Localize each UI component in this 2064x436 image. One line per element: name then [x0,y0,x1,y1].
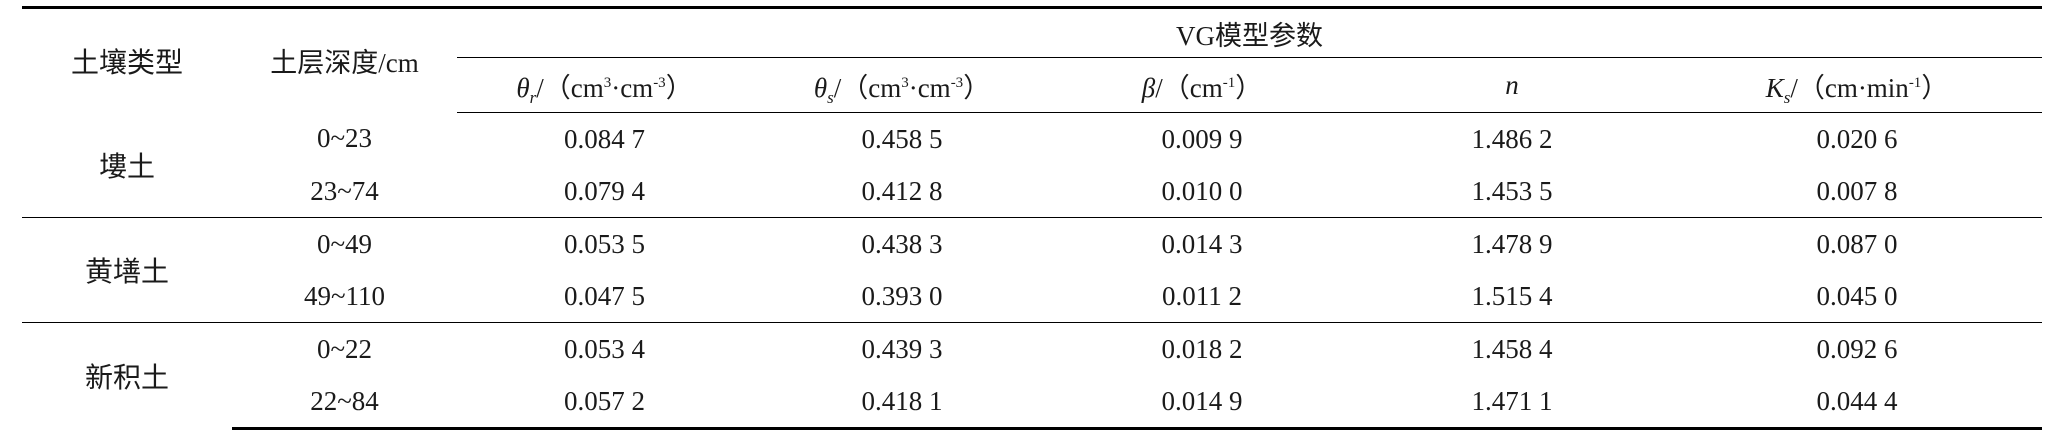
cell-theta-r: 0.047 5 [564,280,645,311]
header-vg-group: VG模型参数 [457,6,2042,58]
cell-depth: 22~84 [232,375,457,430]
cell-theta-s: 0.439 3 [752,322,1052,375]
cell-depth: 0~22 [232,322,457,375]
soil-name: 新积土 [22,322,232,429]
table-row: 塿土 0~23 0.084 7 0.458 5 0.009 9 1.486 2 … [22,113,2042,183]
cell-theta-s: 0.412 8 [861,175,943,206]
cell-beta: 0.014 3 [1052,217,1352,270]
cell-theta-s: 0.418 1 [752,375,1052,430]
cell-n: 1.478 9 [1352,217,1672,270]
header-row-params: θr/（cm3·cm-3） θs/（cm3·cm-3） β/（cm-1） n K… [22,57,2042,113]
cell-n: 1.486 2 [1471,123,1553,154]
table-row: 23~74 0.079 4 0.412 8 0.010 0 1.453 5 0.… [22,165,2042,218]
cell-depth: 49~110 [303,280,386,311]
cell-theta-s: 0.458 5 [861,123,943,154]
cell-theta-r: 0.053 4 [457,322,752,375]
header-theta-r: θr/（cm3·cm-3） [457,57,752,113]
cell-depth: 23~74 [310,175,379,206]
cell-ks: 0.092 6 [1672,322,2042,375]
cell-theta-r: 0.079 4 [564,175,645,206]
cell-beta: 0.011 2 [1162,280,1242,311]
cell-beta: 0.014 9 [1052,375,1352,430]
header-theta-s: θs/（cm3·cm-3） [752,57,1052,113]
cell-n: 1.515 4 [1471,280,1553,311]
cell-beta: 0.010 0 [1161,175,1243,206]
cell-depth: 0~23 [316,123,373,154]
header-ks: Ks/（cm·min-1） [1672,57,2042,113]
vg-parameter-table: 土壤类型 土层深度/cm VG模型参数 θr/（cm3·cm-3） θs/（cm… [22,6,2042,430]
table-row: 黄墡土 0~49 0.053 5 0.438 3 0.014 3 1.478 9… [22,217,2042,323]
cell-beta: 0.018 2 [1052,322,1352,375]
cell-beta: 0.009 9 [1161,123,1243,154]
cell-n: 1.471 1 [1352,375,1672,430]
soil-name: 塿土 [98,151,155,183]
cell-theta-r: 0.057 2 [457,375,752,430]
cell-ks: 0.007 8 [1816,175,1898,206]
cell-ks: 0.087 0 [1672,217,2042,270]
cell-depth: 0~49 [232,217,457,270]
cell-ks: 0.044 4 [1672,375,2042,430]
table-row: 新积土 0~22 0.053 4 0.439 3 0.018 2 1.458 4… [22,322,2042,429]
cell-n: 1.453 5 [1471,175,1553,206]
cell-n: 1.458 4 [1352,322,1672,375]
header-soil-type: 土壤类型 [22,6,232,113]
header-row-group: 土壤类型 土层深度/cm VG模型参数 [22,6,2042,113]
cell-theta-s: 0.438 3 [752,217,1052,270]
cell-theta-r: 0.084 7 [564,123,645,154]
table-row: 22~84 0.057 2 0.418 1 0.014 9 1.471 1 0.… [22,375,2042,430]
cell-theta-s: 0.393 0 [861,280,943,311]
header-n: n [1352,57,1672,113]
header-depth: 土层深度/cm [232,6,457,113]
cell-ks: 0.045 0 [1816,280,1898,311]
header-beta: β/（cm-1） [1052,57,1352,113]
soil-name: 黄墡土 [22,217,232,323]
cell-theta-r: 0.053 5 [457,217,752,270]
table-row: 49~110 0.047 5 0.393 0 0.011 2 1.515 4 0… [22,270,2042,323]
cell-ks: 0.020 6 [1816,123,1898,154]
